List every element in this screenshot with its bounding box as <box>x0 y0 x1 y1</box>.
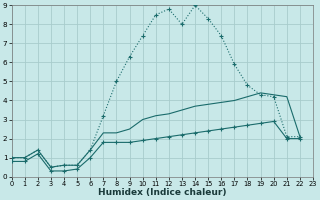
X-axis label: Humidex (Indice chaleur): Humidex (Indice chaleur) <box>98 188 227 197</box>
